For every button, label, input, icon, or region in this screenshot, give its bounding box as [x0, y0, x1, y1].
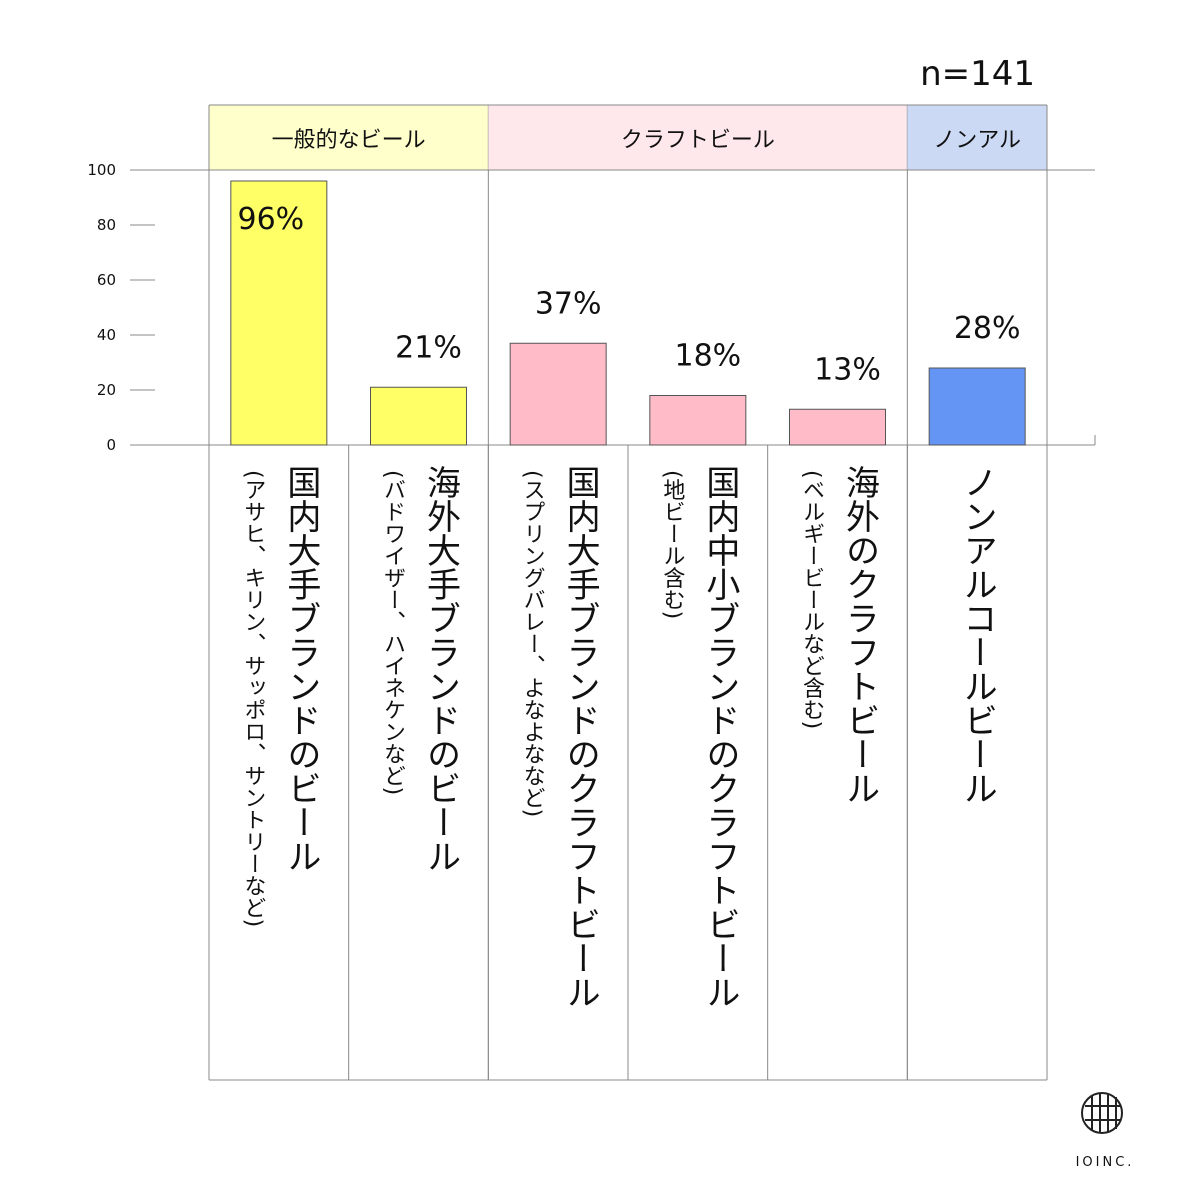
- category-label: 国内大手ブランドのビール: [281, 465, 321, 873]
- category-label: ノンアルコールビール: [957, 465, 997, 805]
- bar: [928, 367, 1026, 446]
- group-label: ノンアル: [933, 128, 1021, 153]
- value-label: 37%: [535, 286, 602, 321]
- group-label: 一般的なビール: [272, 128, 426, 153]
- bar: [509, 342, 607, 446]
- y-tick-label: 80: [97, 216, 116, 234]
- category-note: (アサヒ、キリン、サッポロ、サントリーなど): [240, 470, 265, 927]
- category-label: 国内大手ブランドのクラフトビール: [560, 465, 600, 1009]
- bar: [370, 386, 467, 446]
- category-note: (ベルギービールなど含む): [799, 470, 825, 729]
- category-label: 国内中小ブランドのクラフトビール: [700, 465, 740, 1009]
- logo: IOINC.: [1076, 1155, 1135, 1170]
- bar: [230, 180, 328, 446]
- logo-mark: [1081, 1092, 1123, 1134]
- category-note: (地ビール含む): [659, 470, 685, 619]
- value-label: 13%: [814, 352, 881, 387]
- group-header: [488, 105, 908, 170]
- sample-size: n=141: [920, 54, 1035, 94]
- category-note: (バドワイザー、ハイネケンなど): [380, 470, 405, 795]
- value-label: 21%: [395, 330, 462, 365]
- category-label: 海外大手ブランドのビール: [421, 465, 461, 873]
- value-label: 18%: [674, 339, 741, 374]
- group-header: [907, 105, 1047, 170]
- bar: [649, 395, 747, 446]
- bar: [789, 408, 886, 446]
- y-tick-label: 40: [97, 326, 116, 344]
- group-label: クラフトビール: [621, 128, 775, 153]
- y-tick-label: 0: [106, 436, 116, 454]
- y-tick-label: 20: [97, 381, 116, 399]
- category-note: (スプリングバレー、よなよななど): [520, 470, 545, 817]
- value-label: 28%: [954, 311, 1021, 346]
- value-label: 96%: [237, 202, 304, 237]
- y-tick-label: 100: [87, 161, 116, 179]
- category-label: 海外のクラフトビール: [840, 465, 880, 805]
- y-tick-label: 60: [97, 271, 116, 289]
- group-header: [209, 105, 489, 170]
